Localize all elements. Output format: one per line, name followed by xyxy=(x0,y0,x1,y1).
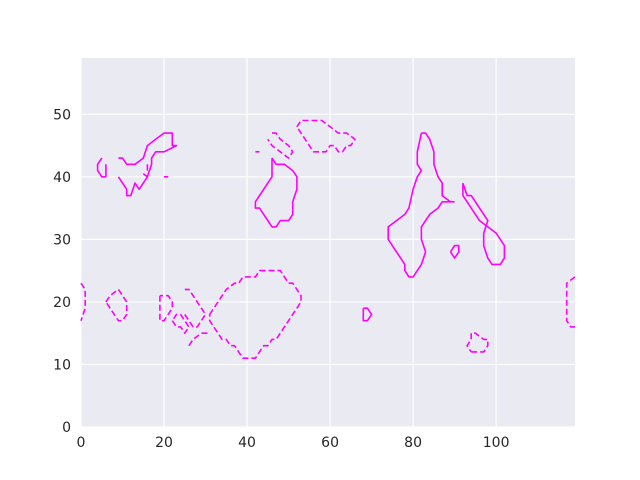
dashed-contour-line xyxy=(565,276,576,328)
solid-contour-line xyxy=(254,157,298,228)
dashed-contour-line xyxy=(80,282,86,321)
solid-contour-line xyxy=(117,132,178,197)
x-tick-label: 80 xyxy=(404,435,422,451)
y-axis-tick-labels: 0 10 20 30 40 50 xyxy=(53,107,71,436)
y-tick-label: 30 xyxy=(53,232,71,248)
dashed-contour-line xyxy=(188,332,210,347)
dashed-contour-line xyxy=(267,132,294,159)
solid-contour-line xyxy=(362,307,373,322)
plot-background xyxy=(81,58,575,427)
y-tick-label: 20 xyxy=(53,295,71,311)
y-tick-label: 50 xyxy=(53,107,71,123)
x-axis-tick-labels: 0 20 40 60 80 100 xyxy=(77,435,510,451)
dashed-contour-line xyxy=(105,288,128,322)
dashed-contour-line xyxy=(159,294,174,322)
x-tick-label: 100 xyxy=(483,435,510,451)
dashed-contour-line xyxy=(296,119,356,153)
x-tick-label: 60 xyxy=(321,435,339,451)
dashed-contour-line xyxy=(184,288,207,328)
solid-contour-line xyxy=(449,244,460,259)
grid-lines xyxy=(80,58,575,428)
y-tick-label: 0 xyxy=(62,420,71,436)
y-tick-label: 10 xyxy=(53,357,71,373)
solid-contour-line xyxy=(96,157,107,178)
x-tick-label: 0 xyxy=(77,435,86,451)
x-tick-label: 40 xyxy=(238,435,256,451)
solid-contour-line xyxy=(462,182,506,266)
solid-contour-line xyxy=(387,132,452,278)
x-tick-label: 20 xyxy=(155,435,173,451)
dashed-contour-line xyxy=(208,269,302,359)
y-tick-label: 40 xyxy=(53,170,71,186)
solid-contour-line xyxy=(142,173,148,178)
dashed-contour-line xyxy=(466,332,489,353)
contour-lines xyxy=(80,119,576,359)
